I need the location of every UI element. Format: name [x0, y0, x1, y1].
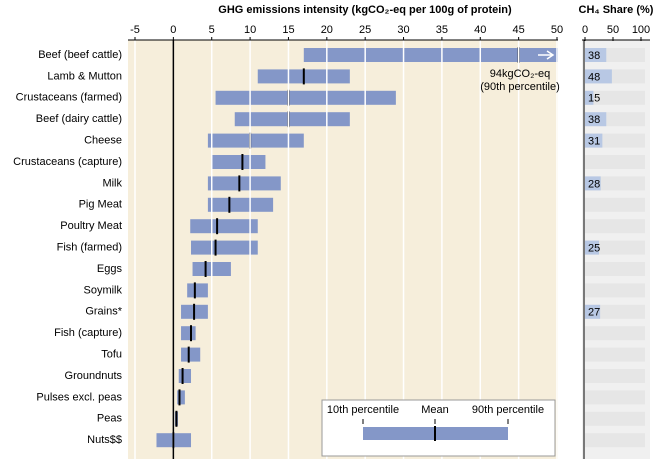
legend-label: Mean [421, 404, 449, 416]
row-stripe [585, 411, 645, 426]
row-stripe [585, 262, 645, 276]
legend-label: 90th percentile [472, 404, 544, 416]
side-title: CH₄ Share (%) [579, 4, 654, 16]
x-tick-label: 0 [170, 24, 176, 36]
x-tick-label: 30 [397, 24, 409, 36]
category-label: Poultry Meat [60, 220, 122, 232]
x-tick-label: 15 [282, 24, 294, 36]
category-label: Fish (capture) [54, 327, 122, 339]
range-bar [178, 369, 192, 383]
row-stripe [585, 240, 645, 255]
category-label: Cheese [84, 135, 122, 147]
row-stripe [585, 347, 645, 362]
x-tick-label: -5 [130, 24, 140, 36]
x-tick-label: 25 [359, 24, 371, 36]
range-bar [215, 90, 396, 105]
category-label: Crustaceans (farmed) [16, 92, 122, 104]
x-tick-label: 35 [436, 24, 448, 36]
row-stripe [585, 326, 645, 341]
ch4-bar [585, 69, 612, 84]
row-stripe [585, 155, 645, 169]
category-label: Beef (dairy cattle) [36, 113, 122, 125]
ch4-bar [585, 240, 599, 255]
range-bar [181, 347, 201, 362]
range-bar [191, 240, 258, 255]
range-bar [211, 155, 266, 169]
annotation: (90th percentile) [480, 81, 560, 93]
value-label: 25 [588, 243, 600, 255]
ch4-bar [585, 176, 601, 191]
side-tick-label: 0 [582, 24, 588, 36]
category-label: Fish (farmed) [57, 242, 122, 254]
x-tick-label: 20 [321, 24, 333, 36]
category-label: Peas [97, 413, 123, 425]
range-bar [234, 112, 350, 127]
x-tick-label: 50 [551, 24, 563, 36]
overflow-arrow [538, 50, 555, 60]
value-label: 31 [588, 136, 600, 148]
range-bar [207, 197, 274, 212]
x-tick-label: 10 [244, 24, 256, 36]
ch4-bar [585, 133, 603, 148]
value-label: 15 [588, 93, 600, 105]
category-label: Milk [102, 177, 122, 189]
side-tick-label: 100 [632, 24, 650, 36]
x-tick-label: 5 [209, 24, 215, 36]
row-stripe [585, 219, 645, 234]
ch4-bar [585, 112, 607, 127]
range-bar [187, 283, 208, 298]
row-stripe [585, 390, 645, 405]
value-label: 27 [588, 307, 600, 319]
category-label: Soymilk [83, 284, 122, 296]
row-stripe [585, 369, 645, 383]
range-bar [207, 133, 304, 148]
ch4-bar [585, 90, 594, 105]
row-stripe [585, 90, 645, 105]
row-stripe [585, 197, 645, 212]
value-label: 38 [588, 114, 600, 126]
chart-title: GHG emissions intensity (kgCO₂-eq per 10… [218, 4, 512, 16]
value-label: 48 [588, 71, 600, 83]
category-label: Crustaceans (capture) [13, 156, 122, 168]
value-label: 38 [588, 50, 600, 62]
category-label: Nuts$$ [87, 434, 122, 446]
category-label: Tofu [101, 349, 122, 361]
range-bar [303, 48, 558, 62]
range-bar [207, 176, 281, 191]
category-label: Grains* [85, 306, 122, 318]
category-label: Eggs [97, 263, 123, 275]
range-bar [177, 390, 185, 405]
x-tick-label: 40 [474, 24, 486, 36]
ch4-bar [585, 48, 607, 62]
legend-label: 10th percentile [327, 404, 399, 416]
side-tick-label: 50 [607, 24, 619, 36]
category-label: Lamb & Mutton [47, 70, 122, 82]
category-label: Pulses excl. peas [36, 391, 122, 403]
range-bar [190, 219, 258, 234]
ch4-bar [585, 304, 601, 319]
range-bar [181, 326, 196, 341]
x-tick-label: 45 [513, 24, 525, 36]
category-label: Beef (beef cattle) [38, 49, 122, 61]
value-label: 28 [588, 178, 600, 190]
category-label: Groundnuts [65, 370, 123, 382]
row-stripe [585, 433, 645, 448]
category-label: Pig Meat [79, 199, 122, 211]
annotation: 94kgCO₂-eq [490, 68, 551, 80]
row-stripe [585, 283, 645, 298]
